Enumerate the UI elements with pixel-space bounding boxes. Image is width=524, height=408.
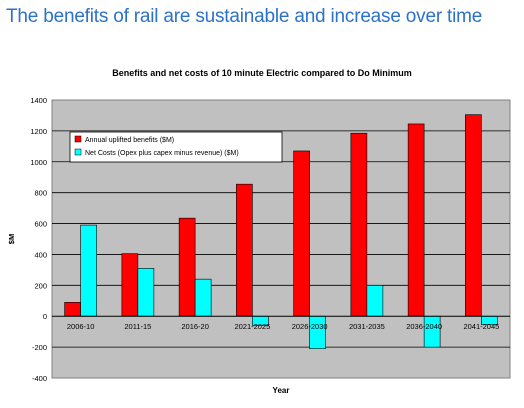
bar-net-costs (80, 224, 97, 317)
legend-swatch (74, 135, 82, 143)
x-tick-label: 2006-10 (67, 322, 95, 331)
x-tick-labels: 2006-10 2011-15 2016-20 2021-2025 2026-2030 2… (67, 322, 499, 331)
y-axis-label: $M (7, 234, 16, 244)
y-tick-label: 200 (34, 281, 47, 290)
x-tick-label: 2026-2030 (292, 322, 328, 331)
legend-entry: Net Costs (Opex plus capex minus revenue… (85, 150, 239, 157)
bar-benefits (293, 150, 310, 317)
x-tick-label: 2021-2025 (234, 322, 270, 331)
legend-swatch (74, 148, 82, 156)
bar-benefits (407, 123, 425, 317)
y-tick-label: 400 (34, 250, 47, 259)
legend-entry: Annual uplifted benefits ($M) (85, 137, 174, 144)
bar-benefits (121, 253, 139, 317)
y-tick-labels: -400 -200 0 200 400 600 800 1000 1200 1400 (30, 96, 47, 383)
bar-benefits (350, 132, 368, 317)
x-tick-label: 2016-20 (181, 322, 209, 331)
y-tick-label: 1000 (30, 158, 47, 167)
y-tick-label: 1400 (30, 96, 47, 105)
chart-title: Benefits and net costs of 10 minute Elec… (112, 68, 412, 78)
legend-box (69, 131, 283, 163)
y-tick-label: -200 (32, 343, 47, 352)
x-tick-label: 2041-2045 (463, 322, 499, 331)
bar-net-costs (194, 278, 212, 317)
bar-net-costs (423, 315, 441, 348)
bar-benefits (64, 302, 81, 317)
x-tick-label: 2011-15 (124, 322, 151, 331)
bar-net-costs (366, 285, 384, 317)
bar-benefits (178, 217, 196, 317)
y-tick-label: -400 (32, 374, 47, 383)
y-tick-label: 600 (34, 220, 47, 229)
slide-title: The benefits of rail are sustainable and… (6, 6, 483, 27)
x-axis-label: Year (273, 386, 290, 395)
bar-benefits (236, 183, 253, 317)
y-tick-label: 800 (34, 189, 47, 198)
bar-benefits (465, 114, 482, 317)
y-tick-label: 1200 (30, 127, 47, 136)
legend: Annual uplifted benefits ($M) Net Costs (… (69, 131, 283, 163)
bar-net-costs (309, 315, 326, 349)
y-tick-label: 0 (43, 312, 47, 321)
x-tick-label: 2031-2035 (349, 322, 385, 331)
x-tick-label: 2036-2040 (406, 322, 442, 331)
bar-net-costs (137, 268, 155, 317)
